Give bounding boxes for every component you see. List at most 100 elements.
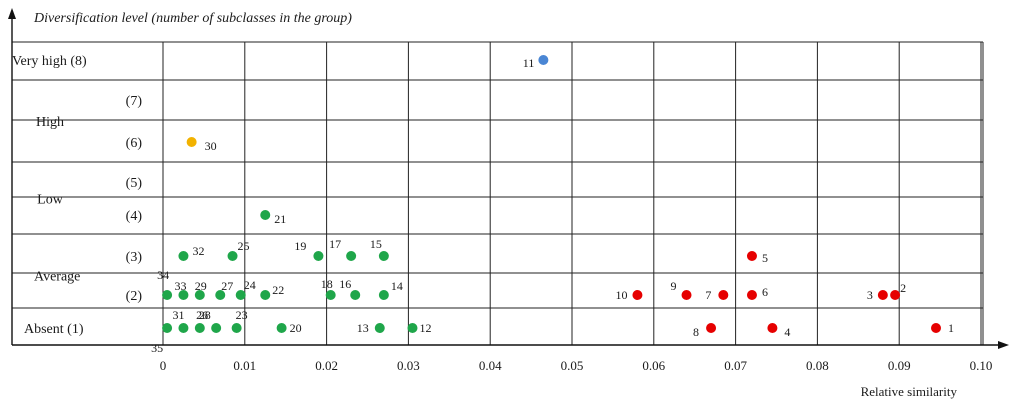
point-label: 13 (357, 321, 369, 335)
y-axis-title: Diversification level (number of subclas… (33, 11, 352, 26)
data-point (194, 290, 205, 300)
data-point (877, 290, 888, 300)
point-label: 3 (867, 288, 873, 302)
y-category-label: High (36, 115, 64, 130)
y-category-label: Average (34, 270, 80, 285)
point-label: 14 (391, 279, 403, 293)
x-axis-arrow-icon (998, 341, 1009, 349)
data-point (162, 323, 173, 333)
data-point (260, 290, 271, 300)
data-point (162, 290, 173, 300)
point-label: 22 (272, 283, 284, 297)
point-label: 11 (523, 56, 535, 70)
data-point (215, 290, 226, 300)
y-level-label: Absent (1) (24, 322, 84, 337)
point-label: 25 (238, 239, 250, 253)
data-point (632, 290, 643, 300)
data-point (378, 251, 389, 261)
data-point (378, 290, 389, 300)
data-point (407, 323, 418, 333)
data-points: 1234567891011121314151617181920212223242… (151, 55, 954, 355)
data-point (276, 323, 287, 333)
point-label: 30 (205, 139, 217, 153)
y-level-label: (5) (126, 176, 143, 191)
data-point (746, 251, 757, 261)
data-point (194, 323, 205, 333)
point-label: 21 (274, 212, 286, 226)
point-label: 32 (192, 244, 204, 258)
point-label: 35 (151, 341, 163, 355)
data-point (178, 290, 189, 300)
point-label: 2 (900, 281, 906, 295)
data-point (235, 290, 246, 300)
data-point (178, 251, 189, 261)
data-point (350, 290, 361, 300)
point-label: 5 (762, 251, 768, 265)
point-label: 10 (615, 288, 627, 302)
data-point (211, 323, 222, 333)
data-point (325, 290, 336, 300)
data-point (178, 323, 189, 333)
point-label: 16 (339, 277, 351, 291)
x-axis-title: Relative similarity (861, 384, 958, 399)
data-point (227, 251, 238, 261)
data-point (890, 290, 901, 300)
data-point (706, 323, 717, 333)
x-tick-label: 0.02 (315, 358, 338, 373)
x-tick-label: 0.08 (806, 358, 829, 373)
point-label: 19 (294, 239, 306, 253)
x-tick-labels: 0 0.01 0.02 0.03 0.04 0.05 0.06 0.07 0.08 0.09 0.1… (160, 358, 993, 373)
point-label: 29 (195, 279, 207, 293)
point-label: 26 (196, 308, 208, 322)
grid-layer (12, 41, 984, 345)
y-category-label: Low (37, 193, 64, 208)
data-point (374, 323, 385, 333)
point-label: 33 (174, 279, 186, 293)
point-label: 31 (172, 308, 184, 322)
y-level-labels: Very high (8) (7) (6) (5) (4) (3) (2) Absent (1… (12, 54, 142, 337)
x-tick-label: 0.01 (233, 358, 256, 373)
point-label: 20 (290, 321, 302, 335)
data-point (538, 55, 549, 65)
x-tick-label: 0.03 (397, 358, 420, 373)
point-label: 7 (705, 288, 711, 302)
point-label: 17 (329, 237, 341, 251)
data-point (231, 323, 242, 333)
point-label: 12 (419, 321, 431, 335)
point-label: 8 (693, 325, 699, 339)
point-label: 6 (762, 285, 768, 299)
point-label: 1 (948, 321, 954, 335)
data-point (931, 323, 942, 333)
point-label: 28 (199, 308, 211, 322)
point-label: 18 (321, 277, 333, 291)
data-point (313, 251, 324, 261)
y-level-label: Very high (8) (12, 54, 87, 69)
y-level-label: (3) (126, 250, 143, 265)
point-label: 15 (370, 237, 382, 251)
x-tick-label: 0.05 (561, 358, 584, 373)
data-point (746, 290, 757, 300)
data-point (681, 290, 692, 300)
y-level-label: (4) (126, 209, 143, 224)
point-label: 24 (244, 278, 256, 292)
y-level-label: (7) (126, 94, 143, 109)
point-label: 4 (784, 325, 790, 339)
x-tick-label: 0.06 (642, 358, 665, 373)
point-label: 9 (671, 279, 677, 293)
data-point (186, 137, 197, 147)
data-point (718, 290, 729, 300)
point-label: 34 (157, 268, 169, 282)
x-tick-label: 0 (160, 358, 167, 373)
x-tick-label: 0.04 (479, 358, 502, 373)
x-tick-label: 0.10 (970, 358, 993, 373)
point-label: 27 (221, 279, 233, 293)
y-level-label: (6) (126, 136, 143, 151)
x-tick-label: 0.07 (724, 358, 747, 373)
data-point (260, 210, 271, 220)
y-axis-arrow-icon (8, 8, 16, 19)
data-point (346, 251, 357, 261)
axes-layer: Diversification level (number of subclas… (8, 8, 1009, 399)
y-level-label: (2) (126, 289, 143, 304)
data-point (767, 323, 778, 333)
